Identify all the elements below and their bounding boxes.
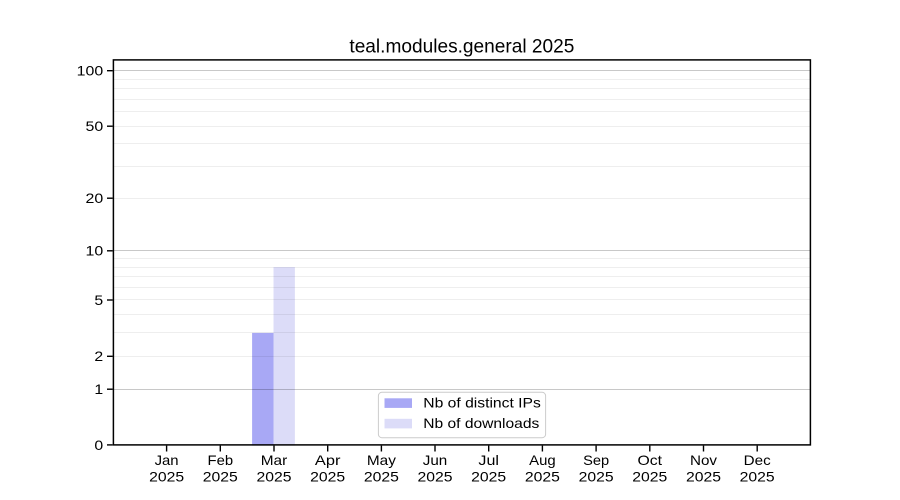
svg-text:Mar: Mar: [261, 452, 288, 468]
svg-text:5: 5: [94, 292, 103, 308]
svg-text:Aug: Aug: [529, 452, 556, 468]
svg-text:Nov: Nov: [690, 452, 717, 468]
svg-text:2025: 2025: [418, 468, 453, 484]
svg-text:2025: 2025: [579, 468, 614, 484]
svg-text:2025: 2025: [364, 468, 399, 484]
svg-text:Sep: Sep: [583, 452, 609, 468]
svg-text:Feb: Feb: [208, 452, 234, 468]
svg-text:Jan: Jan: [155, 452, 179, 468]
svg-text:Apr: Apr: [315, 452, 341, 468]
svg-text:May: May: [367, 452, 396, 468]
svg-text:100: 100: [77, 63, 104, 79]
svg-text:0: 0: [94, 437, 103, 453]
svg-text:teal.modules.general 2025: teal.modules.general 2025: [349, 36, 574, 58]
svg-text:Jul: Jul: [478, 452, 499, 468]
svg-text:2025: 2025: [203, 468, 238, 484]
svg-text:Oct: Oct: [638, 452, 663, 468]
svg-text:2: 2: [94, 348, 103, 364]
svg-text:2025: 2025: [525, 468, 560, 484]
svg-text:2025: 2025: [740, 468, 775, 484]
svg-text:Jun: Jun: [423, 452, 448, 468]
svg-text:2025: 2025: [471, 468, 506, 484]
svg-text:50: 50: [86, 118, 104, 134]
svg-text:Nb of downloads: Nb of downloads: [423, 415, 539, 431]
svg-text:2025: 2025: [632, 468, 667, 484]
svg-text:2025: 2025: [310, 468, 345, 484]
svg-text:10: 10: [86, 243, 104, 259]
svg-text:Dec: Dec: [744, 452, 771, 468]
svg-text:1: 1: [94, 381, 103, 397]
svg-text:2025: 2025: [149, 468, 184, 484]
svg-text:2025: 2025: [257, 468, 292, 484]
svg-text:20: 20: [86, 190, 104, 206]
svg-text:Nb of distinct IPs: Nb of distinct IPs: [423, 394, 541, 410]
svg-text:2025: 2025: [686, 468, 721, 484]
